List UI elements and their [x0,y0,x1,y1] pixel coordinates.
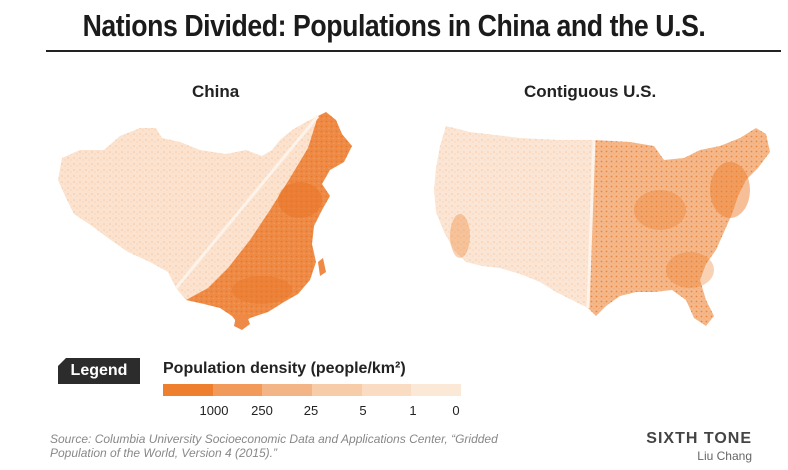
us-northeast-dense [710,162,750,218]
us-midwest-dense [634,190,686,230]
us-map [434,126,770,326]
legend-tick-label: 250 [251,403,273,418]
us-east-speckle [588,128,770,326]
legend-swatch [411,384,462,396]
legend-swatch [262,384,313,396]
legend-tick-label: 1 [409,403,417,418]
us-divide-line [586,139,596,309]
legend-tick-label: 1000 [199,403,229,418]
us-west-speckle [434,126,594,308]
us-southeast-dense [666,252,714,288]
legend-tick-label: 0 [452,403,460,418]
source-note: Source: Columbia University Socioeconomi… [50,432,498,460]
us-map-label: Contiguous U.S. [524,82,657,101]
legend-tag: Legend [58,358,140,384]
legend-color-bar [163,384,462,396]
legend-tick-labels: 1000 250 25 5 1 0 [163,403,473,421]
china-east-speckle [186,112,352,326]
taiwan-island [318,258,326,276]
brand-name: SIXTH TONE [646,430,752,447]
legend-swatch [312,384,362,396]
legend-swatch [163,384,213,396]
china-northeast-dense [278,182,322,218]
title-divider [46,50,781,52]
china-divide-line [174,115,320,289]
china-south-dense [232,276,292,304]
legend-tick-label: 5 [359,403,367,418]
legend-title: Population density (people/km²) [163,360,406,377]
legend-swatch [361,384,412,396]
brand-block: SIXTH TONE Liu Chang [646,430,752,463]
legend-tick-label: 25 [303,403,319,418]
chart-title: Nations Divided: Populations in China an… [82,8,706,43]
china-map [58,112,352,330]
china-west-speckle [58,116,318,300]
china-map-label: China [192,82,240,101]
hainan-island [234,314,250,330]
brand-author: Liu Chang [697,449,752,463]
us-california-dense [450,214,470,258]
legend-swatch [212,384,263,396]
